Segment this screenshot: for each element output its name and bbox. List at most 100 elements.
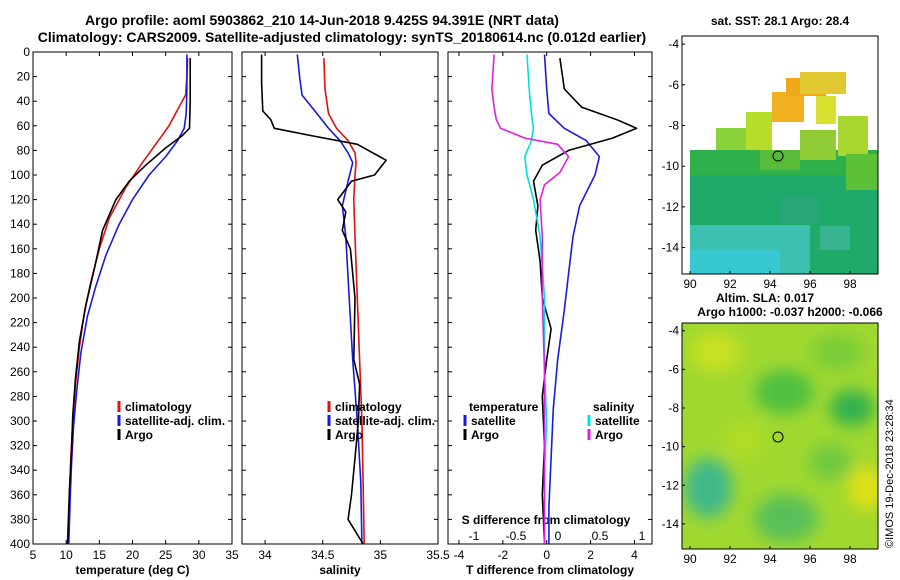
sst-field <box>682 36 878 274</box>
difference-legend-salinity: salinity satellite Argo <box>587 400 640 442</box>
x-tick-label: 2 <box>587 548 594 562</box>
y-tick-label: 80 <box>17 143 31 157</box>
y-tick-label: 100 <box>10 168 30 182</box>
sla-blob <box>690 332 742 372</box>
sst-patch <box>820 226 850 250</box>
y-tick-label: 60 <box>17 119 31 133</box>
sla-blobs <box>684 332 878 542</box>
sla-blob <box>722 420 766 460</box>
map-x-tick-label: 96 <box>803 552 817 566</box>
plot-frame <box>32 51 233 545</box>
sla-blob <box>754 494 818 542</box>
map-y-tick-label: -6 <box>668 362 679 376</box>
x-tick-label: 15 <box>93 548 107 562</box>
y-tick-label: 300 <box>10 414 30 428</box>
sst-map-title: sat. SST: 28.1 Argo: 28.4 <box>711 14 850 28</box>
sla-map: 90 92 94 96 98 -4 -6 -8 -10 -12 -14 <box>662 322 879 566</box>
sla-blob <box>808 444 852 480</box>
x-axis-label: T difference from climatology <box>466 563 634 577</box>
y-tick-label: 380 <box>10 512 30 526</box>
map-y-tick-label: -4 <box>668 37 679 51</box>
temperature-panel: 0 20 40 60 80 100 120 140 160 180 200 220 240 260 280 3… <box>10 45 239 577</box>
y-tick-label: 0 <box>23 45 30 59</box>
map-y-tick-label: -8 <box>668 401 679 415</box>
y-tick-label: 360 <box>10 488 30 502</box>
y-tick-label: 180 <box>10 266 30 280</box>
y-tick-label: 400 <box>10 537 30 551</box>
temperature-legend: climatology satellite-adj. clim. Argo <box>117 400 225 442</box>
argo-location-marker <box>772 431 784 443</box>
sst-patch <box>716 128 746 150</box>
y-tick-label: 220 <box>10 316 30 330</box>
title-line-1: Argo profile: aoml 5903862_210 14-Jun-20… <box>85 12 559 28</box>
map-x-tick-label: 96 <box>803 277 817 291</box>
sla-axes: 90 92 94 96 98 -4 -6 -8 -10 -12 -14 <box>662 324 857 566</box>
legend-label-climatology: climatology <box>125 400 192 414</box>
series-line <box>524 54 548 544</box>
map-x-tick-label: 98 <box>843 552 857 566</box>
x-tick-label: 30 <box>192 548 206 562</box>
sst-map: 90 92 94 96 98 -4 -6 -8 -10 -12 -14 <box>662 35 879 291</box>
x-tick-label: 34 <box>258 548 272 562</box>
x-tick-label: 10 <box>59 548 73 562</box>
x-tick-label: 35.5 <box>426 548 450 562</box>
sla-field <box>682 323 878 549</box>
series-line <box>68 54 188 545</box>
map-y-tick-label: -8 <box>668 119 679 133</box>
x-tick-label: 4 <box>631 548 638 562</box>
map-x-tick-label: 90 <box>683 552 697 566</box>
x-axis-label: salinity <box>319 563 361 577</box>
argo-location-marker <box>772 150 784 162</box>
watermark: ©IMOS 19-Dec-2018 23:28:34 <box>884 399 896 548</box>
sst-patch <box>846 154 878 190</box>
sla-map-title: Altim. SLA: 0.017 <box>716 291 814 305</box>
y-tick-label: 200 <box>10 291 30 305</box>
x-tick-label: 25 <box>159 548 173 562</box>
legend-label-satellite: satellite-adj. clim. <box>335 414 435 428</box>
sla-frame <box>681 322 879 550</box>
x-tick-label: 35 <box>374 548 388 562</box>
sla-blob <box>812 334 864 370</box>
sst-patch <box>816 96 836 124</box>
map-y-tick-label: -10 <box>662 440 680 454</box>
title-line-2: Climatology: CARS2009. Satellite-adjuste… <box>38 29 646 45</box>
sst-axes: 90 92 94 96 98 -4 -6 -8 -10 -12 -14 <box>662 37 857 291</box>
map-x-tick-label: 92 <box>723 277 737 291</box>
sst-frame <box>681 35 879 275</box>
series-line <box>66 58 191 545</box>
map-x-tick-label: 94 <box>763 277 777 291</box>
sst-patch <box>746 112 772 150</box>
map-y-tick-label: -6 <box>668 78 679 92</box>
legend-label-argo: Argo <box>125 428 153 442</box>
sst-patch <box>838 116 868 156</box>
map-x-tick-label: 94 <box>763 552 777 566</box>
series-line <box>543 54 601 544</box>
legend-label-climatology: climatology <box>335 400 402 414</box>
y-tick-label: 320 <box>10 439 30 453</box>
series-line <box>296 54 363 545</box>
sla-blob <box>684 458 732 518</box>
y-tick-label: 340 <box>10 463 30 477</box>
x-tick-label: -2 <box>498 548 509 562</box>
sst-patch <box>780 196 820 224</box>
y-tick-label: 240 <box>10 340 30 354</box>
map-y-tick-label: -10 <box>662 159 680 173</box>
map-y-tick-label: -4 <box>668 324 679 338</box>
series-line <box>323 58 365 545</box>
sla-blob <box>848 466 878 510</box>
map-y-tick-label: -12 <box>662 200 680 214</box>
x-tick-label-secondary: 0.5 <box>592 529 609 543</box>
x-tick-label-secondary: 0 <box>555 529 562 543</box>
x-tick-label-secondary: -1 <box>469 529 480 543</box>
y-tick-label: 280 <box>10 389 30 403</box>
x-tick-label: 34.5 <box>311 548 335 562</box>
legend-heading-temperature: temperature <box>469 400 539 414</box>
x-tick-label: 35 <box>225 548 239 562</box>
sla-map-subtitle: Argo h1000: -0.037 h2000: -0.066 <box>697 305 883 319</box>
legend-label-satellite: satellite-adj. clim. <box>125 414 225 428</box>
y-tick-label: 260 <box>10 365 30 379</box>
x-tick-label: 5 <box>30 548 37 562</box>
y-tick-label: 160 <box>10 242 30 256</box>
x-axis-label-secondary: S difference from climatology <box>462 513 631 527</box>
y-tick-label: 140 <box>10 217 30 231</box>
